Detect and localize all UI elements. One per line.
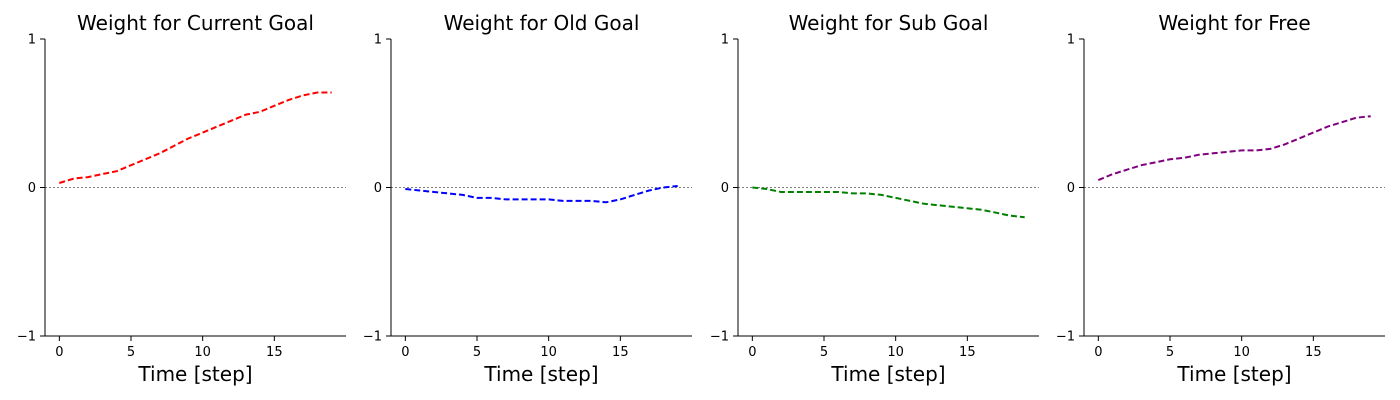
subplot-free: Weight for Free Time [step] 0 5 10 15 −1 0 1 [1056,11,1385,386]
chart-title: Weight for Current Goal [77,11,314,35]
y-tick-label: −1 [363,330,382,345]
x-tick-label: 5 [820,345,828,360]
y-tick-label: 1 [1067,33,1075,48]
y-tick-label: −1 [17,330,36,345]
x-tick-label: 10 [194,345,211,360]
subplot-current-goal: Weight for Current Goal Time [step] 0 5 10… [17,11,346,386]
x-tick-label: 5 [127,345,135,360]
y-tick-label: 1 [374,33,382,48]
x-tick-label: 0 [748,345,756,360]
series-line [1097,115,1371,182]
y-tick-label: 0 [28,181,36,196]
x-tick-label: 15 [959,345,976,360]
x-axis-label: Time [step] [483,362,598,386]
x-tick-label: 5 [473,345,481,360]
x-tick-label: 15 [612,345,629,360]
x-axis-label: Time [step] [830,362,945,386]
chart-title: Weight for Old Goal [444,11,640,35]
chart-title: Weight for Sub Goal [789,11,989,35]
x-tick-label: 0 [55,345,63,360]
chart-title: Weight for Free [1158,11,1310,35]
series-line [405,185,678,204]
x-tick-label: 15 [266,345,283,360]
y-tick-label: −1 [1056,330,1075,345]
subplot-old-goal: Weight for Old Goal Time [step] 0 5 10 15−1… [363,11,692,386]
x-axis-label: Time [step] [137,362,252,386]
series-line [59,91,332,184]
x-tick-label: 15 [1305,345,1322,360]
y-tick-label: 0 [721,181,729,196]
x-axis-label: Time [step] [1176,362,1291,386]
x-tick-label: 5 [1166,345,1174,360]
x-tick-label: 0 [1094,345,1102,360]
y-tick-label: 0 [374,181,382,196]
y-tick-label: −1 [710,330,729,345]
subplot-sub-goal: Weight for Sub Goal Time [step] 0 5 10 15−1… [710,11,1039,386]
y-tick-label: 1 [28,33,36,48]
x-tick-label: 10 [887,345,904,360]
x-tick-label: 10 [1233,345,1250,360]
y-tick-label: 1 [721,33,729,48]
y-tick-label: 0 [1067,181,1075,196]
series-line [752,186,1025,219]
x-tick-label: 0 [401,345,409,360]
x-tick-label: 10 [540,345,557,360]
